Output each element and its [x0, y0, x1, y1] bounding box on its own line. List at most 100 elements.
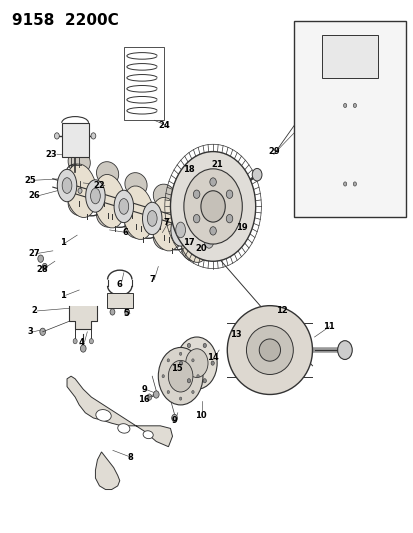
Circle shape: [226, 214, 232, 223]
Text: 1: 1: [60, 290, 66, 300]
Polygon shape: [69, 306, 97, 329]
Ellipse shape: [259, 339, 280, 361]
Text: 19: 19: [235, 223, 247, 232]
Ellipse shape: [122, 186, 154, 239]
Polygon shape: [95, 452, 119, 489]
Circle shape: [352, 182, 356, 186]
Ellipse shape: [125, 173, 147, 196]
Circle shape: [89, 338, 93, 344]
Circle shape: [203, 378, 206, 383]
Text: 2: 2: [31, 306, 38, 316]
Circle shape: [209, 178, 216, 186]
Ellipse shape: [246, 326, 292, 375]
Bar: [123, 47, 164, 120]
Circle shape: [196, 375, 199, 378]
Ellipse shape: [176, 222, 185, 238]
Ellipse shape: [227, 306, 312, 394]
Circle shape: [179, 397, 181, 400]
Ellipse shape: [147, 211, 157, 227]
Circle shape: [200, 191, 225, 222]
Text: 8: 8: [127, 453, 133, 462]
Polygon shape: [67, 376, 172, 447]
Ellipse shape: [96, 409, 111, 421]
Ellipse shape: [93, 174, 125, 228]
Circle shape: [40, 328, 45, 335]
Circle shape: [343, 103, 346, 108]
Ellipse shape: [181, 237, 204, 261]
Text: 9: 9: [171, 416, 177, 425]
Text: 25: 25: [25, 176, 36, 185]
Ellipse shape: [96, 204, 119, 227]
Circle shape: [187, 378, 190, 383]
Circle shape: [176, 337, 216, 389]
Ellipse shape: [68, 150, 90, 174]
Text: 18: 18: [183, 165, 194, 174]
Circle shape: [203, 343, 206, 348]
Ellipse shape: [57, 169, 76, 201]
Text: 10: 10: [195, 411, 206, 420]
Text: 15: 15: [170, 364, 182, 373]
Text: 9: 9: [141, 385, 147, 394]
Text: 29: 29: [268, 147, 279, 156]
Ellipse shape: [142, 202, 161, 235]
Text: 23: 23: [45, 150, 57, 159]
Text: 7: 7: [163, 217, 169, 227]
Text: 12: 12: [275, 306, 287, 316]
Circle shape: [153, 391, 159, 398]
Bar: [321, 35, 377, 78]
Circle shape: [167, 391, 169, 393]
Circle shape: [124, 309, 129, 315]
Circle shape: [80, 345, 86, 352]
Circle shape: [167, 359, 169, 362]
Text: 16: 16: [138, 395, 150, 404]
Circle shape: [68, 188, 72, 193]
Circle shape: [191, 391, 194, 393]
Text: 7: 7: [149, 275, 155, 284]
Text: 27: 27: [28, 249, 40, 258]
Ellipse shape: [96, 161, 119, 185]
Text: 21: 21: [211, 160, 223, 169]
Circle shape: [193, 214, 199, 223]
Ellipse shape: [119, 199, 128, 214]
Ellipse shape: [178, 209, 210, 262]
Circle shape: [191, 359, 194, 362]
Text: 3: 3: [28, 327, 33, 336]
Circle shape: [343, 182, 346, 186]
Ellipse shape: [65, 164, 97, 217]
Text: 11: 11: [322, 322, 334, 331]
Circle shape: [73, 338, 77, 344]
Circle shape: [38, 255, 43, 262]
Ellipse shape: [199, 224, 218, 256]
Text: 13: 13: [229, 330, 241, 339]
Ellipse shape: [85, 180, 105, 212]
Ellipse shape: [181, 196, 204, 219]
Text: 14: 14: [207, 353, 218, 362]
Ellipse shape: [150, 197, 182, 251]
Circle shape: [91, 133, 95, 139]
Ellipse shape: [204, 232, 214, 248]
Circle shape: [161, 375, 164, 378]
Circle shape: [110, 309, 115, 315]
Circle shape: [337, 341, 351, 359]
Ellipse shape: [125, 214, 147, 238]
Text: 4: 4: [78, 338, 84, 347]
Text: 24: 24: [158, 121, 170, 130]
Text: 28: 28: [37, 264, 48, 273]
Bar: [294, 21, 405, 217]
Ellipse shape: [153, 184, 175, 208]
Circle shape: [183, 169, 242, 244]
Circle shape: [147, 394, 152, 400]
Circle shape: [42, 263, 47, 270]
Circle shape: [179, 352, 181, 356]
Ellipse shape: [171, 214, 190, 246]
Text: 6: 6: [123, 228, 128, 237]
Text: 22: 22: [93, 181, 105, 190]
Circle shape: [179, 361, 182, 365]
Circle shape: [78, 188, 82, 193]
Circle shape: [352, 103, 356, 108]
Bar: [107, 293, 133, 308]
Text: 5: 5: [123, 309, 128, 318]
Circle shape: [171, 414, 177, 422]
Ellipse shape: [153, 226, 175, 249]
Circle shape: [55, 133, 59, 139]
